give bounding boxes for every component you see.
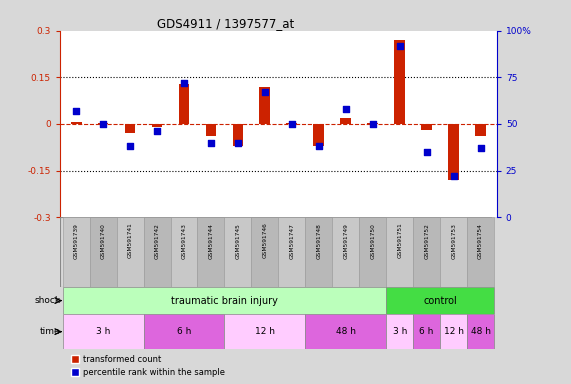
Text: 6 h: 6 h <box>177 327 191 336</box>
FancyBboxPatch shape <box>63 217 90 287</box>
FancyBboxPatch shape <box>63 314 143 349</box>
Point <box>395 43 404 49</box>
Point <box>368 121 377 127</box>
Text: 6 h: 6 h <box>420 327 434 336</box>
Point <box>476 145 485 151</box>
FancyBboxPatch shape <box>332 217 359 287</box>
Text: shock: shock <box>34 296 61 305</box>
Point <box>234 139 243 146</box>
Point <box>260 89 270 95</box>
Point <box>179 80 188 86</box>
FancyBboxPatch shape <box>224 217 251 287</box>
FancyBboxPatch shape <box>386 217 413 287</box>
Point <box>422 149 431 155</box>
FancyBboxPatch shape <box>413 217 440 287</box>
Text: 12 h: 12 h <box>255 327 275 336</box>
Text: GSM591751: GSM591751 <box>397 223 402 258</box>
FancyBboxPatch shape <box>440 314 467 349</box>
Bar <box>395 40 405 124</box>
Bar <box>152 124 162 127</box>
Bar <box>313 124 324 146</box>
FancyBboxPatch shape <box>171 217 198 287</box>
Bar <box>179 84 190 124</box>
Bar <box>287 123 297 124</box>
Text: traumatic brain injury: traumatic brain injury <box>171 296 278 306</box>
Text: 48 h: 48 h <box>336 327 356 336</box>
Bar <box>475 124 486 136</box>
FancyBboxPatch shape <box>278 217 305 287</box>
Text: GSM591742: GSM591742 <box>155 223 159 258</box>
Text: GSM591745: GSM591745 <box>235 223 240 258</box>
Text: GSM591743: GSM591743 <box>182 223 187 258</box>
Text: GSM591752: GSM591752 <box>424 223 429 258</box>
FancyBboxPatch shape <box>63 287 386 314</box>
Bar <box>124 124 135 133</box>
Bar <box>340 118 351 124</box>
FancyBboxPatch shape <box>467 217 494 287</box>
Point <box>71 108 81 114</box>
Text: 3 h: 3 h <box>392 327 407 336</box>
Text: 12 h: 12 h <box>444 327 464 336</box>
FancyBboxPatch shape <box>224 314 305 349</box>
Bar <box>448 124 459 180</box>
Point <box>152 128 162 134</box>
Text: GSM591749: GSM591749 <box>343 223 348 258</box>
FancyBboxPatch shape <box>413 314 440 349</box>
Point <box>287 121 296 127</box>
FancyBboxPatch shape <box>359 217 386 287</box>
FancyBboxPatch shape <box>143 217 171 287</box>
Point <box>126 143 135 149</box>
FancyBboxPatch shape <box>143 314 224 349</box>
FancyBboxPatch shape <box>116 217 143 287</box>
Text: GSM591744: GSM591744 <box>208 223 214 258</box>
Point <box>314 143 323 149</box>
FancyBboxPatch shape <box>305 217 332 287</box>
FancyBboxPatch shape <box>198 217 224 287</box>
Text: control: control <box>423 296 457 306</box>
FancyBboxPatch shape <box>90 217 116 287</box>
Title: GDS4911 / 1397577_at: GDS4911 / 1397577_at <box>158 17 295 30</box>
FancyBboxPatch shape <box>467 314 494 349</box>
Bar <box>71 122 82 124</box>
Text: GSM591750: GSM591750 <box>370 223 375 258</box>
Point <box>99 121 108 127</box>
Point <box>449 173 458 179</box>
FancyBboxPatch shape <box>440 217 467 287</box>
Bar <box>98 123 108 124</box>
Legend: transformed count, percentile rank within the sample: transformed count, percentile rank withi… <box>69 352 228 381</box>
Bar <box>421 124 432 130</box>
Point <box>341 106 351 112</box>
FancyBboxPatch shape <box>305 314 386 349</box>
Bar <box>232 124 243 146</box>
Text: 48 h: 48 h <box>471 327 490 336</box>
Text: GSM591747: GSM591747 <box>289 223 294 258</box>
FancyBboxPatch shape <box>386 314 413 349</box>
Point <box>206 139 215 146</box>
Text: GSM591754: GSM591754 <box>478 223 483 258</box>
Text: GSM591740: GSM591740 <box>100 223 106 258</box>
Text: GSM591741: GSM591741 <box>127 223 132 258</box>
Text: GSM591753: GSM591753 <box>451 223 456 258</box>
Text: GSM591748: GSM591748 <box>316 223 321 258</box>
FancyBboxPatch shape <box>386 287 494 314</box>
Text: 3 h: 3 h <box>96 327 110 336</box>
Bar <box>206 124 216 136</box>
Bar <box>367 123 378 124</box>
Text: GSM591739: GSM591739 <box>74 223 79 258</box>
FancyBboxPatch shape <box>251 217 278 287</box>
Text: GSM591746: GSM591746 <box>263 223 267 258</box>
Bar <box>259 87 270 124</box>
Text: time: time <box>40 327 61 336</box>
